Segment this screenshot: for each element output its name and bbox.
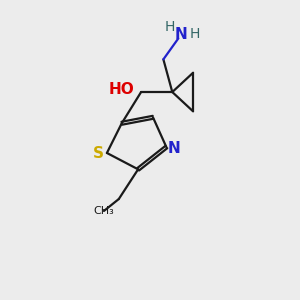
- Text: CH₃: CH₃: [94, 206, 114, 216]
- Text: N: N: [167, 141, 180, 156]
- Text: N: N: [175, 27, 188, 42]
- Text: H: H: [189, 27, 200, 41]
- Text: S: S: [93, 146, 104, 161]
- Text: HO: HO: [109, 82, 135, 97]
- Text: H: H: [165, 20, 175, 34]
